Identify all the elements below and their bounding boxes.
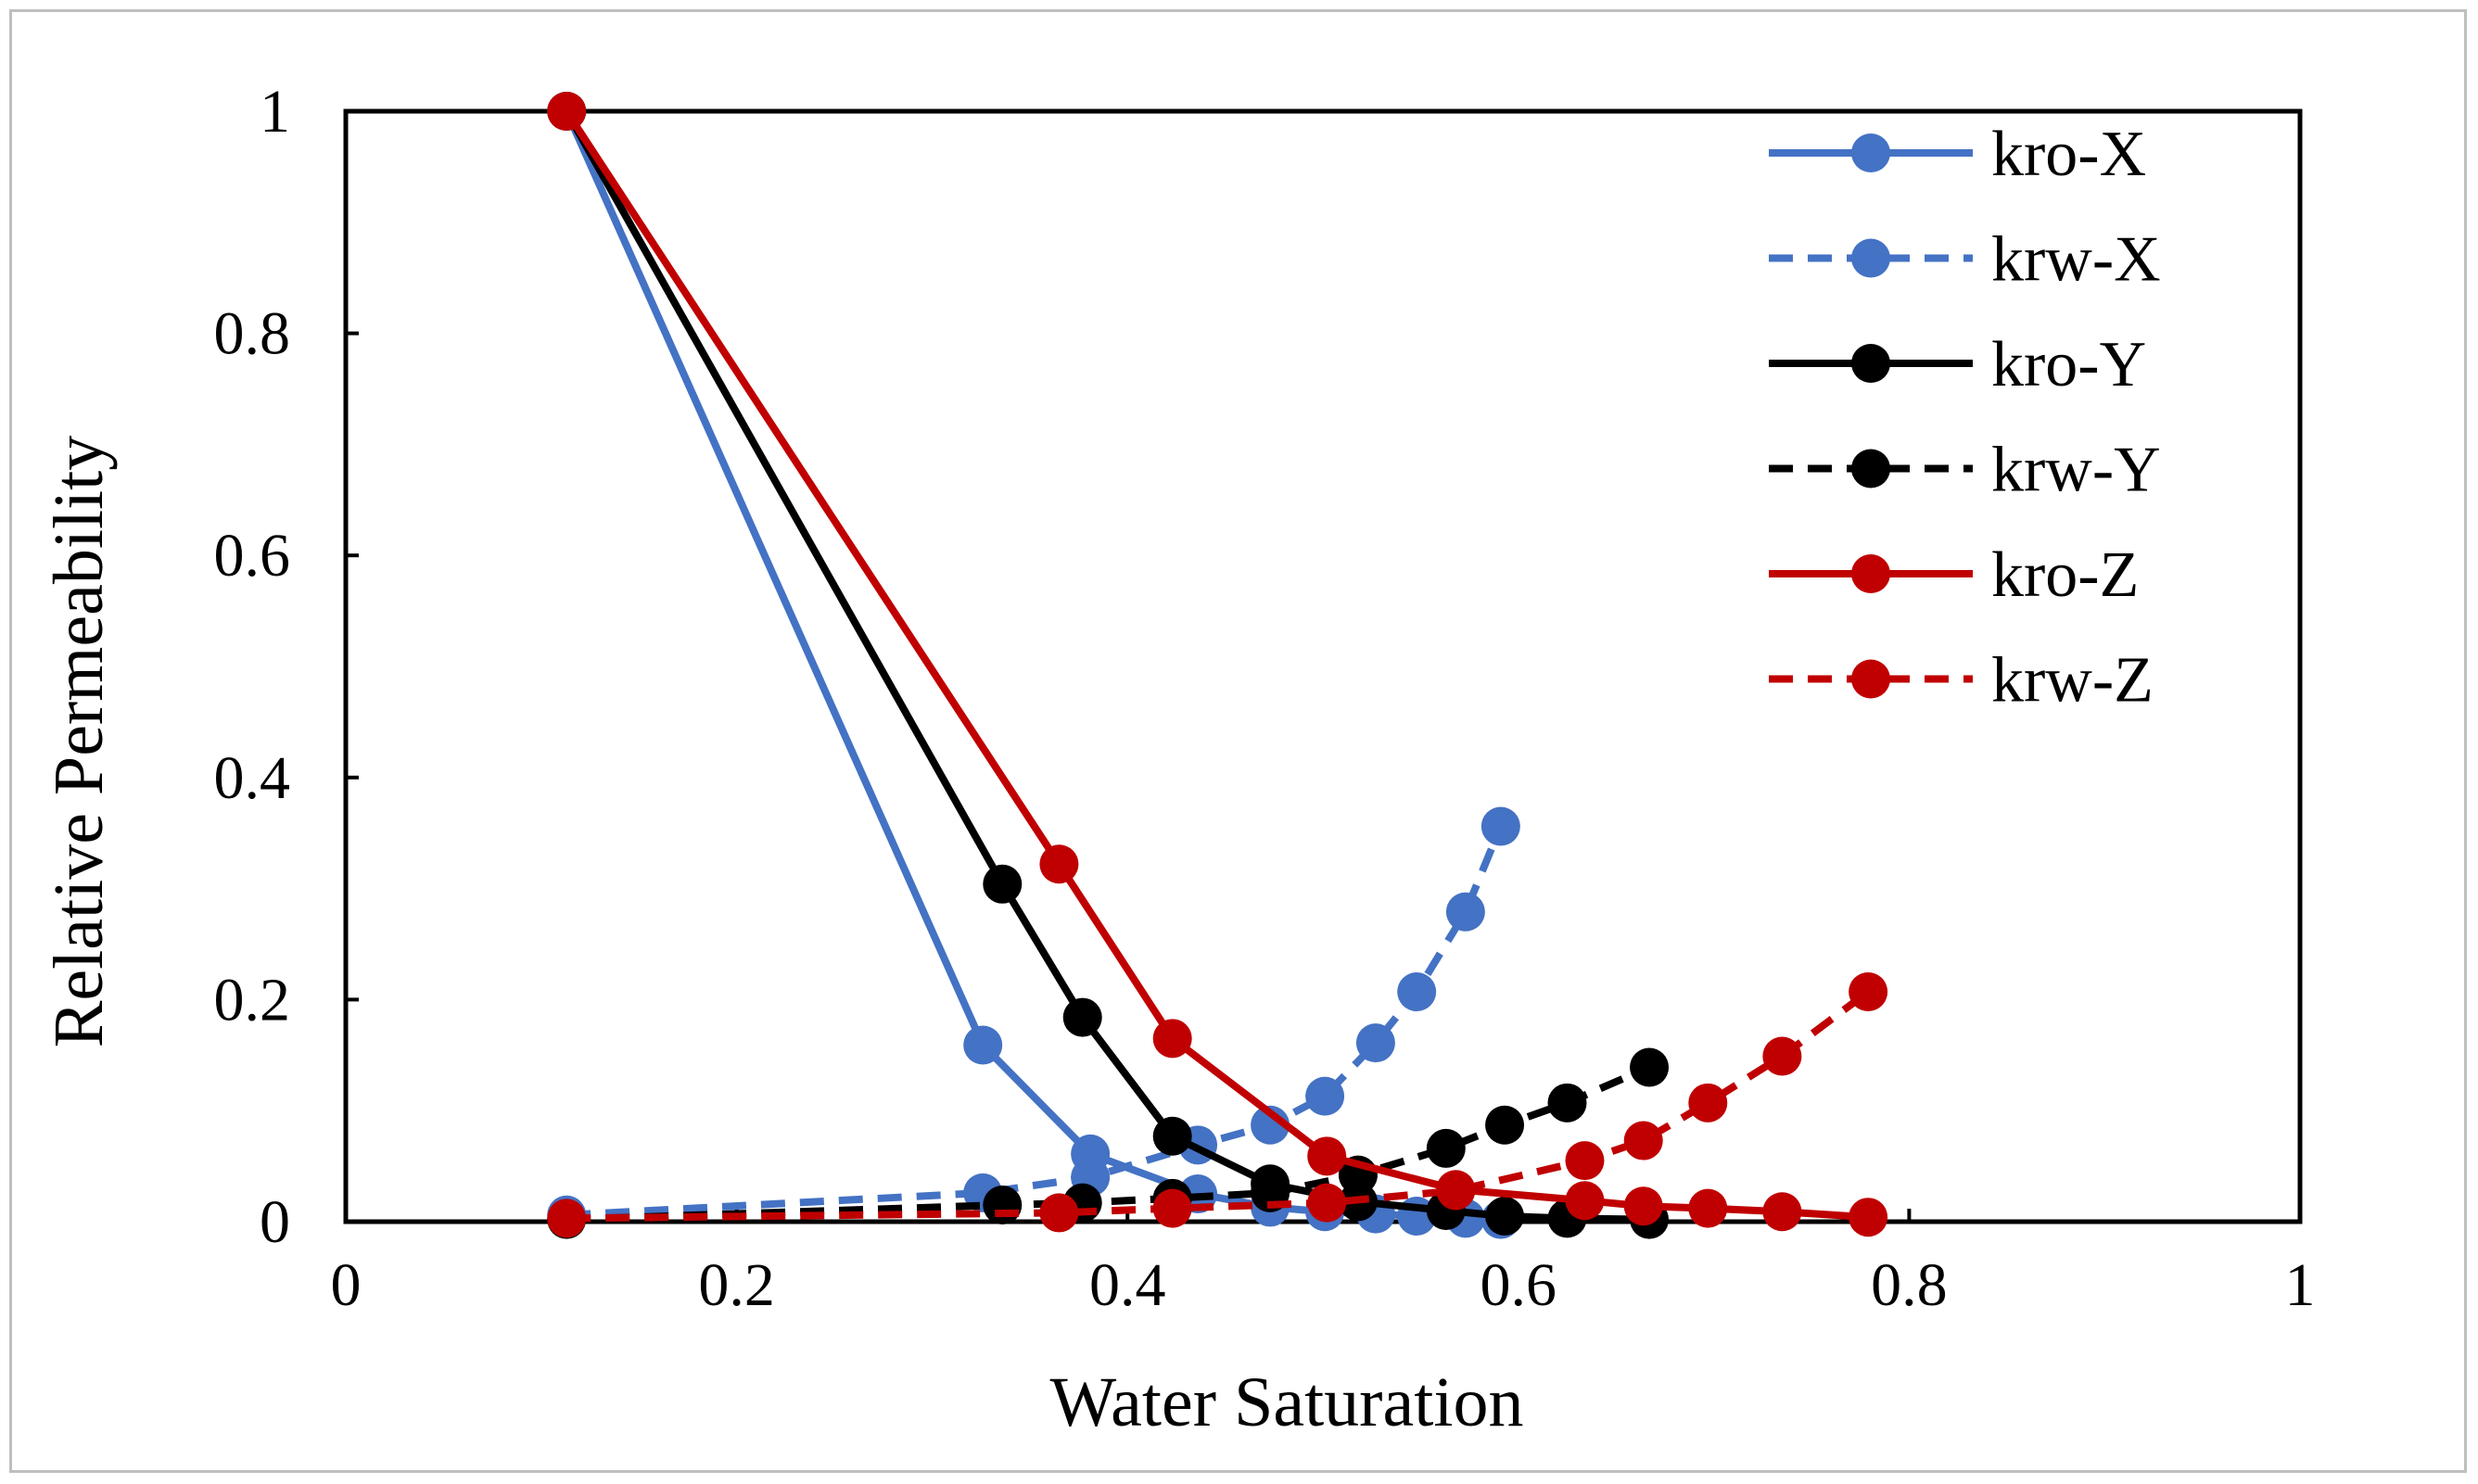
y-tick-label: 0.2 (214, 966, 291, 1034)
x-axis-title: Water Saturation (1050, 1364, 1524, 1441)
series-krw-Z (547, 972, 1888, 1238)
y-axis-ticks: 0 0.2 0.4 0.6 0.8 1 (214, 78, 359, 1256)
data-point-krw-X (1251, 1105, 1290, 1145)
data-point-kro-Y (983, 864, 1023, 904)
data-point-kro-Z (1688, 1188, 1728, 1228)
data-point-krw-X (1445, 892, 1485, 932)
data-point-krw-X (1480, 806, 1520, 846)
data-point-kro-Y (1062, 997, 1102, 1037)
x-axis-ticks: 0 0.2 0.4 0.6 0.8 1 (331, 1209, 2316, 1319)
legend-item-krw-X: krw-X (1769, 224, 2161, 296)
data-point-krw-Z (1307, 1183, 1347, 1223)
legend-item-kro-X: kro-X (1769, 119, 2146, 190)
legend-label: krw-X (1991, 224, 2161, 296)
data-point-kro-Z (1849, 1198, 1888, 1237)
y-tick-label: 0.4 (214, 744, 291, 812)
legend: kro-X krw-X kro-Y krw-Y kro-Z krw-Z (1769, 119, 2161, 717)
series-line-krw-X (565, 824, 1505, 1219)
data-point-kro-Z (1623, 1186, 1663, 1226)
legend-swatch-marker (1851, 238, 1890, 278)
series-line-kro-Z (563, 108, 1869, 1222)
data-point-krw-Y (1485, 1105, 1525, 1145)
y-axis-title: Relative Permeability (40, 436, 118, 1048)
data-point-kro-Y (1485, 1197, 1525, 1237)
data-point-krw-Z (1436, 1171, 1476, 1211)
series-kro-Z (547, 92, 1888, 1237)
data-point-krw-Z (1762, 1036, 1802, 1076)
data-point-krw-Z (1039, 1193, 1079, 1233)
x-tick-label: 0.4 (1089, 1251, 1166, 1319)
legend-swatch-marker (1851, 449, 1890, 488)
data-point-krw-Z (1849, 972, 1888, 1012)
x-tick-label: 0.6 (1480, 1251, 1557, 1319)
y-tick-label: 0.8 (214, 300, 291, 368)
y-tick-label: 0.6 (214, 522, 291, 590)
series-layer (547, 92, 1888, 1239)
legend-label: krw-Z (1991, 645, 2154, 717)
legend-item-kro-Y: kro-Y (1769, 329, 2146, 400)
data-point-kro-Z (547, 92, 587, 131)
data-point-krw-Z (547, 1199, 587, 1238)
data-point-kro-Z (1565, 1181, 1605, 1221)
data-point-kro-Z (1762, 1192, 1802, 1232)
legend-item-kro-Z: kro-Z (1769, 539, 2139, 611)
data-point-krw-Z (1623, 1121, 1663, 1161)
legend-swatch-marker (1851, 133, 1890, 172)
data-point-kro-Z (1152, 1019, 1192, 1059)
x-tick-label: 0 (331, 1251, 362, 1319)
data-point-krw-Y (983, 1186, 1023, 1225)
legend-label: kro-X (1991, 119, 2146, 190)
legend-label: krw-Y (1991, 435, 2161, 506)
data-point-krw-Y (1547, 1083, 1587, 1123)
legend-label: kro-Z (1991, 539, 2139, 611)
legend-item-krw-Y: krw-Y (1769, 435, 2161, 506)
data-point-krw-X (1305, 1076, 1345, 1116)
data-point-krw-X (1355, 1023, 1395, 1063)
data-point-kro-Z (1307, 1136, 1347, 1176)
data-point-krw-Y (1630, 1047, 1670, 1087)
data-point-krw-Z (1565, 1141, 1605, 1181)
legend-item-krw-Z: krw-Z (1769, 645, 2154, 717)
legend-swatch-marker (1851, 659, 1890, 699)
data-point-krw-Z (1688, 1083, 1728, 1123)
data-point-krw-Y (1426, 1128, 1466, 1168)
legend-label: kro-Y (1991, 329, 2146, 400)
series-line-krw-Z (566, 988, 1871, 1223)
y-tick-label: 1 (260, 78, 290, 146)
y-tick-label: 0 (260, 1188, 290, 1256)
x-tick-label: 0.2 (698, 1251, 775, 1319)
x-tick-label: 1 (2285, 1251, 2316, 1319)
data-point-kro-Z (1039, 844, 1079, 884)
x-tick-label: 0.8 (1871, 1251, 1948, 1319)
legend-swatch-marker (1851, 344, 1890, 383)
legend-swatch-marker (1851, 554, 1890, 593)
data-point-kro-X (963, 1025, 1003, 1065)
data-point-kro-Y (1152, 1116, 1192, 1156)
data-point-krw-Z (1152, 1188, 1192, 1228)
data-point-krw-X (1397, 972, 1437, 1012)
